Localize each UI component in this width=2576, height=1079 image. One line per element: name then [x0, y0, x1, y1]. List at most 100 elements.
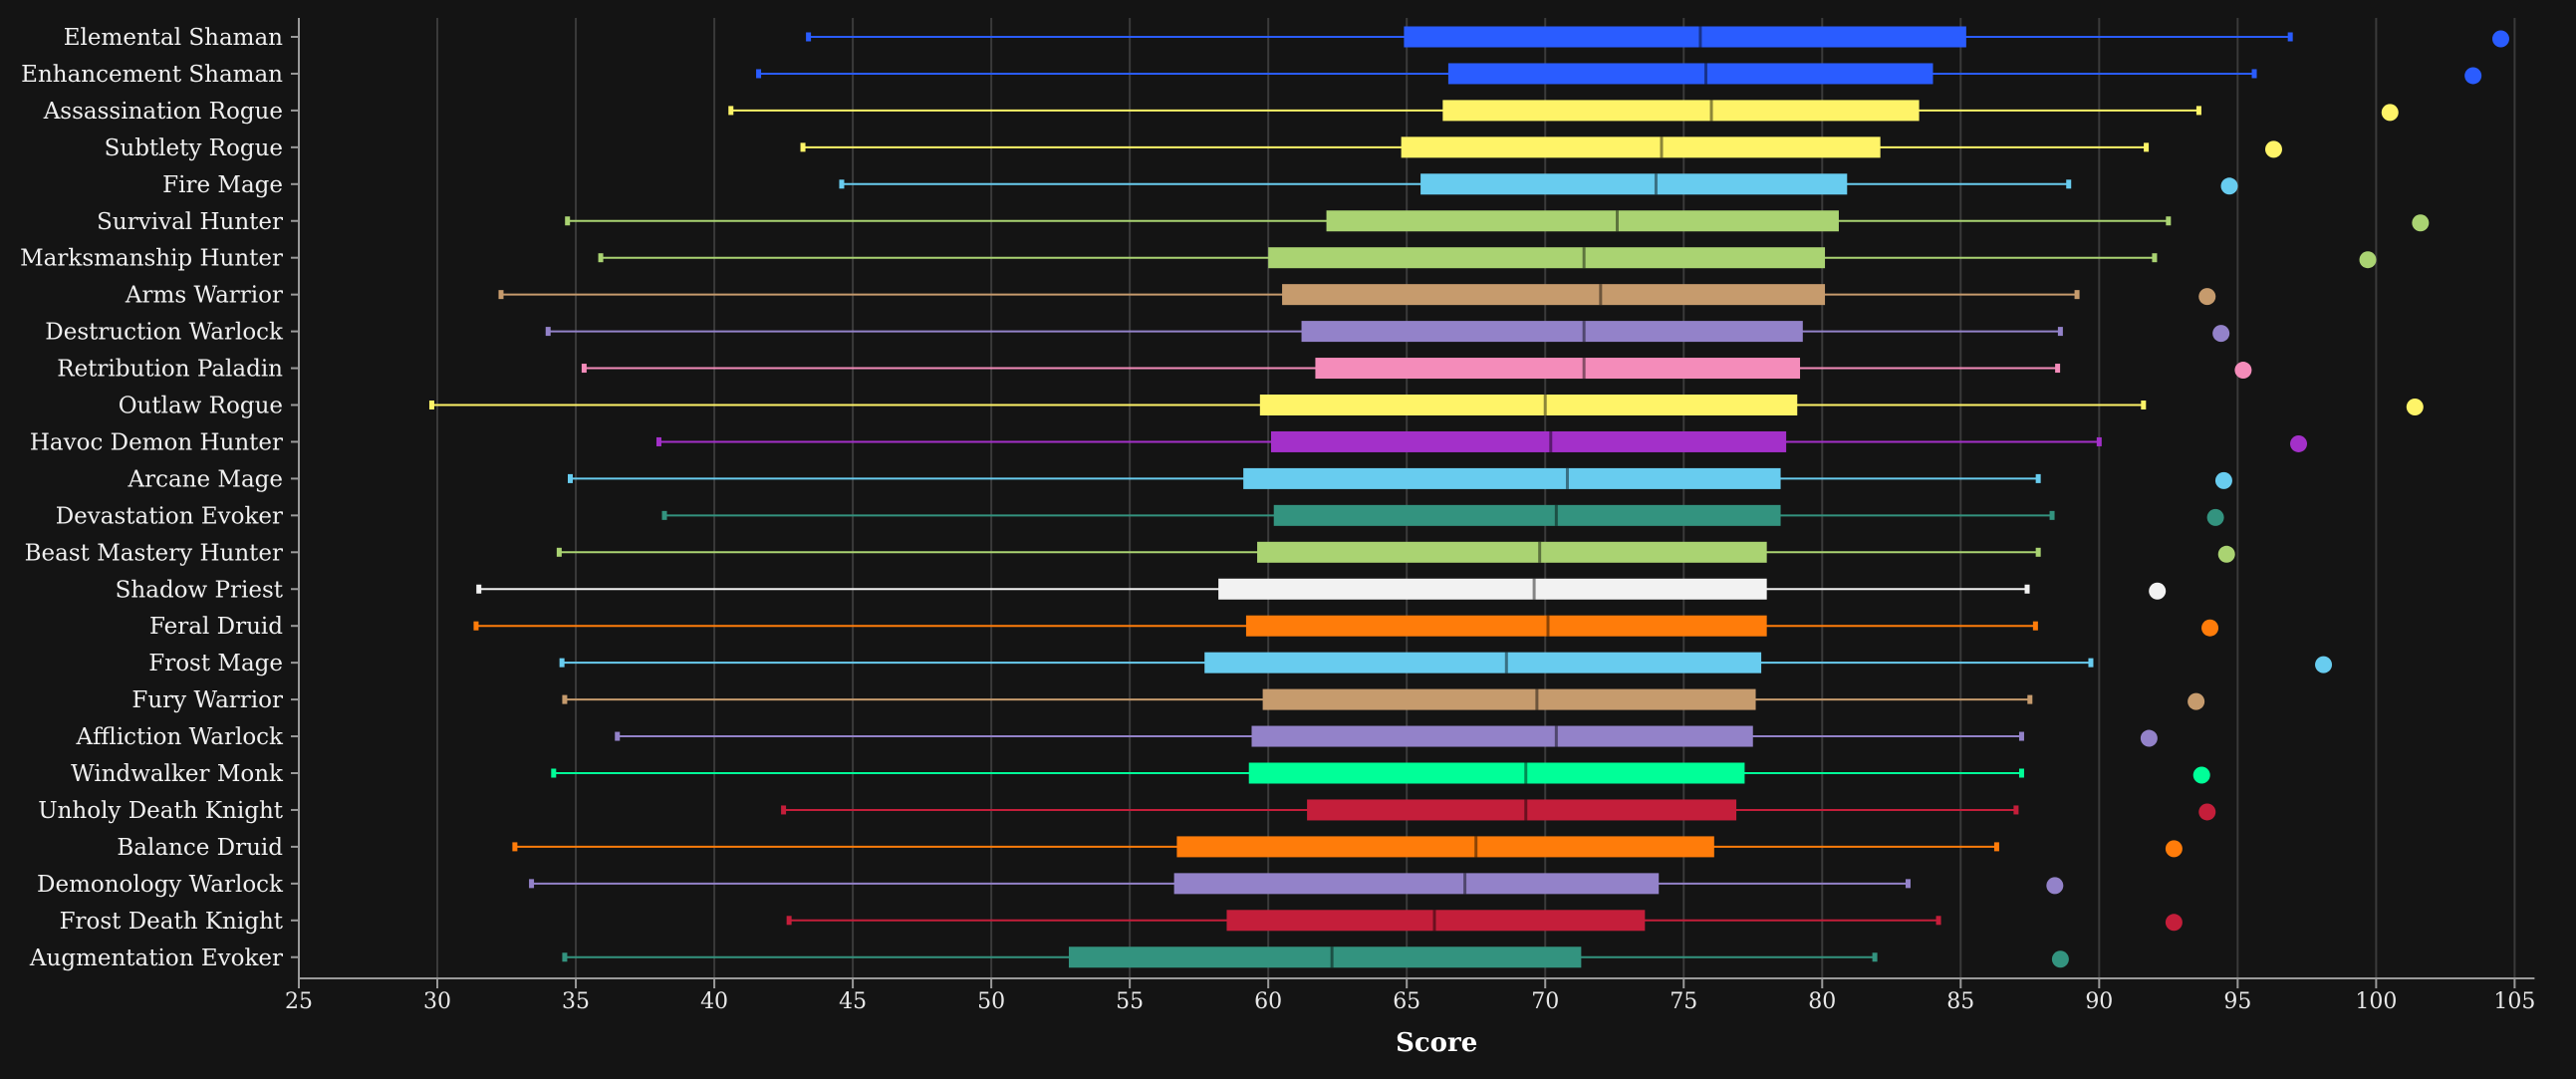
outlier-point-destruction-warlock — [2212, 325, 2230, 343]
whisker-max-cap-frost-mage — [2088, 658, 2094, 668]
category-label-shadow-priest: Shadow Priest — [116, 577, 284, 603]
box-fury-warrior — [562, 688, 2205, 710]
box-frost-mage — [559, 652, 2333, 674]
whisker-max-cap-demonology-warlock — [1905, 879, 1911, 889]
iqr-box-fire-mage — [1420, 173, 1848, 195]
whisker-min-cap-augmentation-evoker — [562, 952, 568, 962]
x-tick-label-100: 100 — [2355, 989, 2397, 1014]
category-label-feral-druid: Feral Druid — [149, 614, 283, 640]
category-label-retribution-paladin: Retribution Paladin — [57, 357, 283, 383]
iqr-box-shadow-priest — [1218, 578, 1767, 600]
category-label-layer: Elemental Shaman Enhancement Shaman Assass… — [20, 25, 299, 971]
whisker-min-cap-enhancement-shaman — [756, 69, 762, 79]
whisker-min-cap-shadow-priest — [476, 584, 482, 594]
whisker-min-cap-marksmanship-hunter — [598, 253, 604, 263]
iqr-box-destruction-warlock — [1301, 321, 1803, 343]
iqr-box-fury-warrior — [1262, 688, 1756, 710]
iqr-box-elemental-shaman — [1404, 26, 1966, 48]
whisker-max-cap-havoc-demon-hunter — [2096, 436, 2102, 446]
whisker-max-cap-shadow-priest — [2024, 584, 2030, 594]
iqr-box-arcane-mage — [1243, 467, 1781, 489]
x-tick-label-95: 95 — [2223, 989, 2251, 1014]
outlier-point-arcane-mage — [2214, 471, 2232, 489]
category-label-balance-druid: Balance Druid — [117, 835, 283, 861]
whisker-max-cap-arcane-mage — [2035, 473, 2041, 483]
box-shadow-priest — [476, 578, 2167, 600]
iqr-box-windwalker-monk — [1248, 762, 1745, 784]
iqr-box-augmentation-evoker — [1068, 946, 1582, 968]
outlier-point-marksmanship-hunter — [2359, 251, 2377, 269]
whisker-min-cap-retribution-paladin — [581, 364, 587, 374]
outlier-point-outlaw-rogue — [2406, 399, 2424, 415]
category-label-demonology-warlock: Demonology Warlock — [37, 872, 284, 898]
whisker-min-cap-destruction-warlock — [545, 327, 551, 337]
x-tick-label-30: 30 — [423, 989, 451, 1014]
whisker-max-cap-augmentation-evoker — [1872, 952, 1878, 962]
outlier-point-shadow-priest — [2149, 582, 2167, 600]
iqr-box-unholy-death-knight — [1307, 799, 1737, 821]
whisker-min-cap-unholy-death-knight — [781, 805, 787, 815]
whisker-max-cap-enhancement-shaman — [2251, 69, 2257, 79]
iqr-box-affliction-warlock — [1251, 725, 1753, 747]
x-tick-label-40: 40 — [700, 989, 728, 1014]
iqr-box-subtlety-rogue — [1401, 136, 1881, 158]
whisker-max-cap-beast-mastery-hunter — [2035, 547, 2041, 557]
whisker-min-cap-assassination-rogue — [728, 106, 734, 116]
whisker-max-cap-assassination-rogue — [2195, 106, 2201, 116]
whisker-max-cap-marksmanship-hunter — [2152, 253, 2158, 263]
outlier-point-fire-mage — [2220, 177, 2238, 195]
outlier-point-devastation-evoker — [2206, 508, 2224, 526]
outlier-point-frost-mage — [2315, 656, 2333, 674]
box-destruction-warlock — [545, 321, 2230, 343]
x-tick-label-65: 65 — [1393, 989, 1420, 1014]
category-label-unholy-death-knight: Unholy Death Knight — [38, 798, 284, 824]
category-label-destruction-warlock: Destruction Warlock — [45, 320, 284, 346]
outlier-point-elemental-shaman — [2491, 30, 2509, 48]
whisker-min-cap-outlaw-rogue — [428, 401, 434, 409]
iqr-box-devastation-evoker — [1273, 504, 1781, 526]
whisker-max-cap-arms-warrior — [2074, 290, 2080, 300]
iqr-box-survival-hunter — [1326, 210, 1839, 232]
box-fire-mage — [839, 173, 2238, 195]
box-demonology-warlock — [529, 873, 2064, 895]
x-tick-label-60: 60 — [1254, 989, 1282, 1014]
whisker-min-cap-feral-druid — [473, 621, 479, 631]
outlier-point-windwalker-monk — [2192, 766, 2210, 784]
whisker-min-cap-frost-mage — [559, 658, 565, 668]
iqr-box-marksmanship-hunter — [1268, 247, 1826, 269]
iqr-box-outlaw-rogue — [1259, 395, 1798, 415]
x-tick-label-70: 70 — [1531, 989, 1559, 1014]
box-survival-hunter — [565, 210, 2430, 232]
box-affliction-warlock — [615, 725, 2158, 747]
x-tick-label-55: 55 — [1116, 989, 1144, 1014]
category-label-havoc-demon-hunter: Havoc Demon Hunter — [30, 429, 283, 455]
category-label-frost-mage: Frost Mage — [148, 651, 283, 676]
box-frost-death-knight — [786, 910, 2183, 932]
whisker-max-cap-destruction-warlock — [2057, 327, 2063, 337]
outlier-point-feral-druid — [2201, 619, 2219, 637]
outlier-point-fury-warrior — [2188, 692, 2205, 710]
box-layer — [428, 26, 2509, 968]
category-label-frost-death-knight: Frost Death Knight — [60, 909, 284, 935]
whisker-max-cap-outlaw-rogue — [2141, 401, 2147, 409]
x-tick-label-90: 90 — [2085, 989, 2113, 1014]
outlier-point-frost-death-knight — [2165, 914, 2183, 932]
whisker-min-cap-devastation-evoker — [661, 510, 667, 520]
category-label-elemental-shaman: Elemental Shaman — [64, 25, 283, 51]
whisker-max-cap-devastation-evoker — [2049, 510, 2055, 520]
iqr-box-retribution-paladin — [1315, 358, 1801, 380]
category-label-beast-mastery-hunter: Beast Mastery Hunter — [25, 540, 283, 566]
outlier-point-assassination-rogue — [2381, 104, 2399, 122]
x-tick-label-45: 45 — [839, 989, 867, 1014]
box-enhancement-shaman — [756, 63, 2482, 85]
whisker-min-cap-fire-mage — [839, 179, 845, 189]
box-arcane-mage — [567, 467, 2232, 489]
category-label-subtlety-rogue: Subtlety Rogue — [105, 135, 283, 161]
whisker-max-cap-survival-hunter — [2166, 216, 2172, 226]
category-label-windwalker-monk: Windwalker Monk — [71, 761, 284, 787]
outlier-point-beast-mastery-hunter — [2217, 545, 2235, 563]
category-label-fury-warrior: Fury Warrior — [131, 687, 283, 713]
box-subtlety-rogue — [800, 136, 2282, 158]
box-arms-warrior — [498, 284, 2216, 306]
